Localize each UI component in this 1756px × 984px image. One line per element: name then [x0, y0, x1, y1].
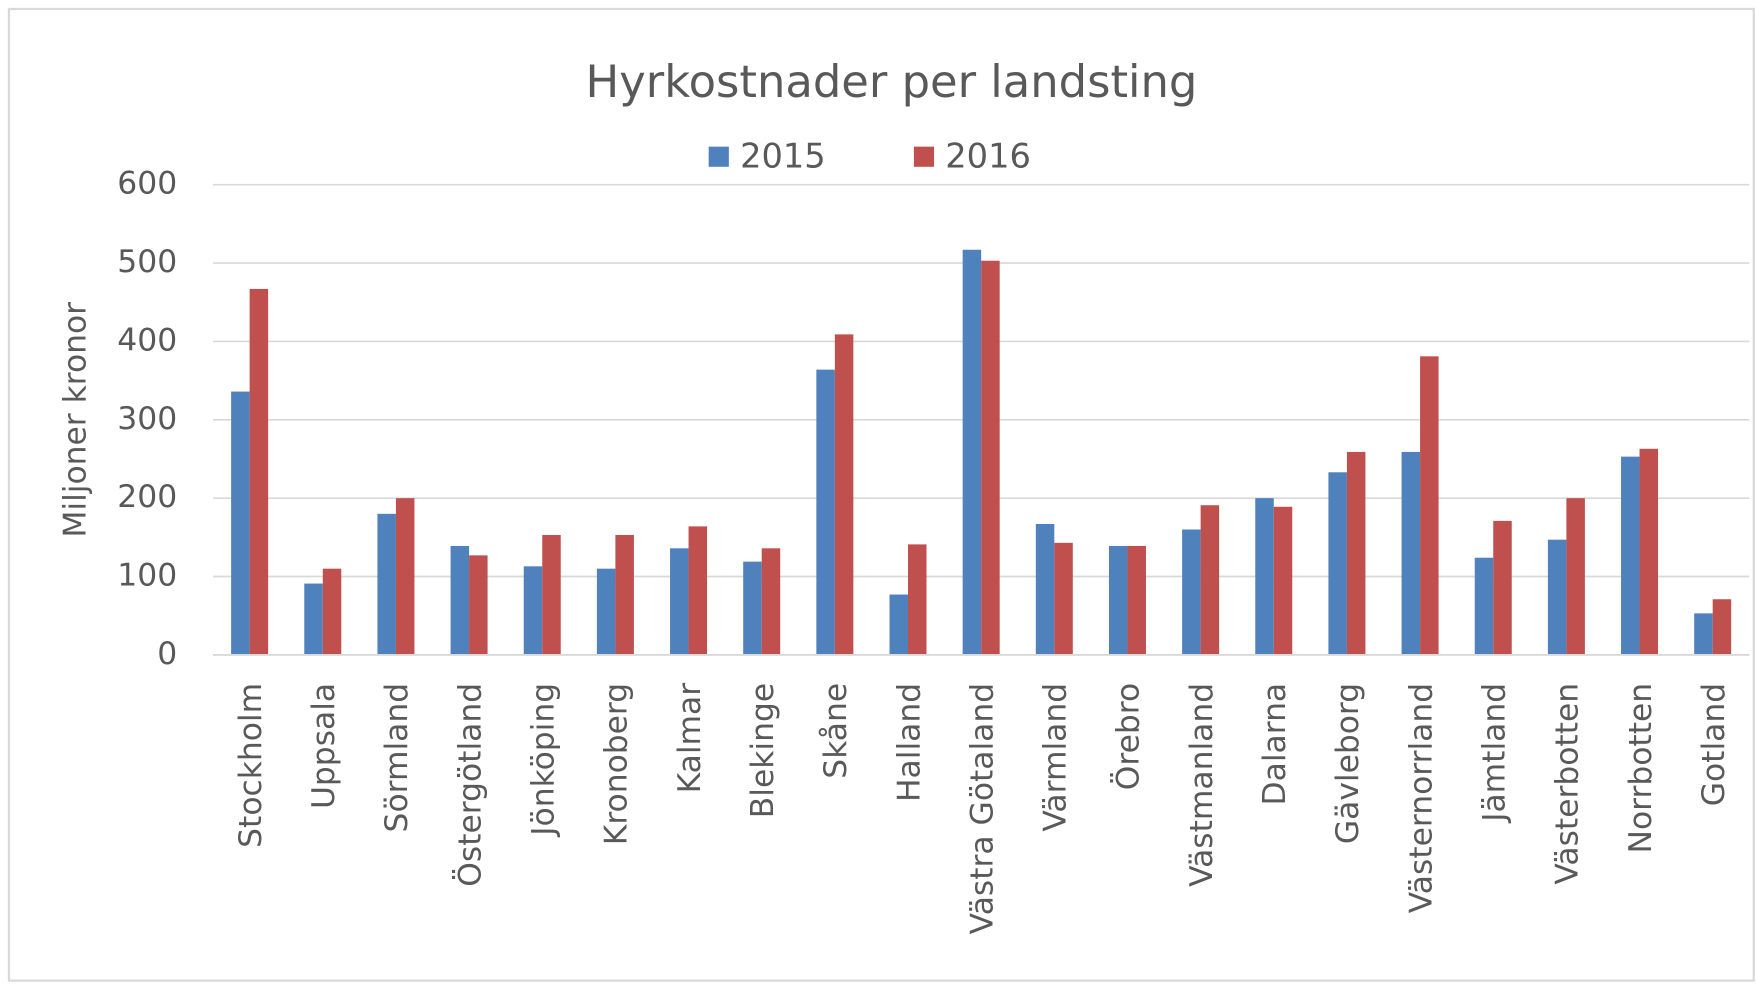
bar — [670, 548, 689, 655]
chart-title: Hyrkostnader per landsting — [586, 55, 1198, 108]
x-tick-label: Gävleborg — [1330, 683, 1366, 844]
x-tick-label: Västmanland — [1184, 683, 1220, 887]
bar — [981, 260, 1000, 655]
bar — [1639, 448, 1659, 655]
x-tick-label: Västerbotten — [1550, 683, 1586, 885]
bar — [1054, 542, 1073, 655]
bar — [1200, 505, 1220, 655]
y-tick-label: 600 — [117, 166, 177, 202]
bar — [1328, 472, 1347, 655]
bar — [450, 545, 470, 655]
bar — [542, 534, 561, 655]
x-tick-label: Skåne — [817, 683, 854, 779]
bar — [395, 498, 415, 655]
bar — [1401, 451, 1421, 655]
bar — [615, 534, 634, 655]
bar — [962, 249, 982, 655]
legend-swatch — [913, 146, 935, 167]
bar — [1127, 545, 1146, 655]
bar — [249, 288, 269, 655]
x-tick-label: Örebro — [1109, 683, 1147, 790]
x-tick-label: Kronoberg — [599, 683, 635, 845]
bar — [231, 391, 250, 655]
x-tick-label: Östergötland — [450, 683, 488, 887]
x-tick-label: Stockholm — [233, 683, 269, 848]
x-tick-label: Blekinge — [745, 683, 781, 818]
bar — [688, 526, 708, 655]
x-tick-label: Dalarna — [1257, 683, 1293, 806]
bar — [1420, 356, 1439, 655]
y-tick-label: 0 — [157, 636, 177, 672]
bar — [908, 544, 927, 655]
x-tick-label: Värmland — [1038, 683, 1074, 832]
bar — [596, 568, 616, 655]
bar — [1547, 539, 1567, 655]
bar — [743, 561, 762, 655]
bar — [377, 513, 396, 655]
x-tick-label: Halland — [891, 683, 927, 802]
x-tick-label: Västernorrland — [1403, 683, 1439, 913]
bar — [322, 568, 342, 655]
bar — [816, 369, 835, 655]
bar — [1694, 613, 1713, 655]
y-tick-label: 300 — [117, 401, 177, 437]
y-tick-label: 100 — [117, 558, 177, 594]
y-tick-label: 500 — [117, 244, 177, 280]
legend-swatch — [708, 146, 729, 167]
x-tick-label: Jönköping — [525, 683, 561, 838]
y-tick-label: 400 — [117, 322, 177, 358]
bar — [834, 334, 854, 655]
x-tick-label: Sörmland — [379, 683, 415, 833]
y-tick-label: 200 — [117, 479, 177, 515]
x-tick-label: Norrbotten — [1623, 683, 1659, 854]
bar — [469, 555, 488, 655]
bar — [523, 566, 543, 655]
bar — [1474, 557, 1494, 655]
bar — [889, 594, 909, 655]
bar — [1712, 599, 1732, 655]
x-tick-label: Västra Götaland — [964, 683, 1000, 934]
bar — [1255, 498, 1274, 655]
bar — [304, 583, 323, 655]
x-tick-label: Gotland — [1696, 683, 1732, 806]
bar — [1182, 529, 1201, 655]
bar — [1621, 456, 1640, 655]
bar — [1035, 524, 1055, 655]
chart-frame — [7, 7, 1755, 982]
x-tick-label: Uppsala — [306, 683, 342, 809]
bar — [1493, 520, 1512, 655]
bar — [1566, 498, 1585, 655]
y-axis-label: Miljoner kronor — [57, 302, 93, 538]
x-tick-label: Kalmar — [672, 683, 708, 794]
x-tick-label: Jämtland — [1476, 683, 1512, 824]
bar — [1108, 545, 1128, 655]
bar — [761, 548, 781, 655]
bar — [1273, 506, 1293, 655]
bar — [1346, 451, 1366, 655]
legend-label: 2015 — [740, 136, 826, 175]
legend-label: 2016 — [945, 136, 1031, 175]
